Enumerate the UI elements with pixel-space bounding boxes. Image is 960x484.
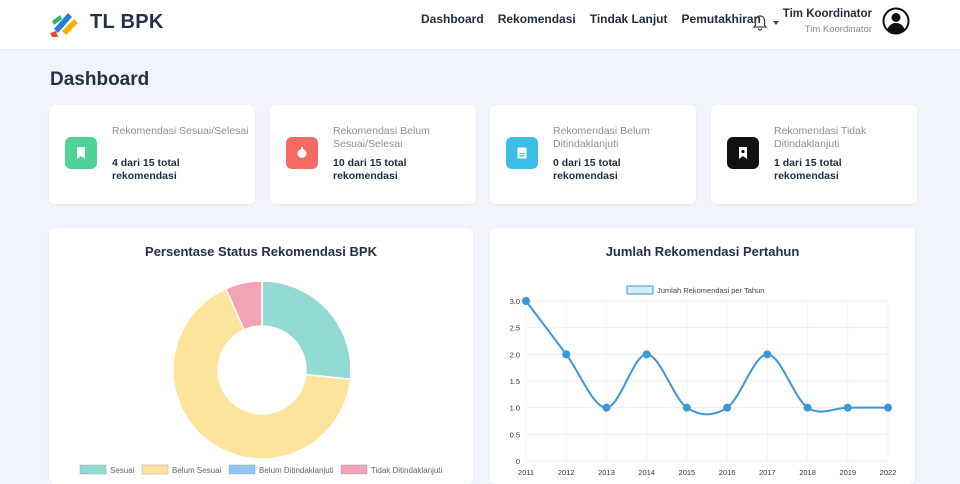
donut-slice[interactable] xyxy=(261,280,352,381)
data-point[interactable] xyxy=(642,350,651,359)
card-value: 10 dari 15 total rekomendasi xyxy=(333,157,407,182)
x-tick-label: 2018 xyxy=(799,468,816,477)
stat-card-belum-sesuai: Rekomendasi Belum Sesuai/Selesai 10 dari… xyxy=(270,105,476,204)
legend-label[interactable]: Sesuai xyxy=(110,466,135,475)
line-chart: 0 0.5 1.0 1.5 2.0 2.5 3.0 2011 2012 2013 2014 2015 2… xyxy=(510,285,897,477)
y-tick-label: 2.5 xyxy=(510,324,520,333)
y-tick-label: 1.0 xyxy=(510,404,520,413)
x-tick-label: 2014 xyxy=(638,468,655,477)
user-name: Tim Koordinator xyxy=(782,8,872,20)
legend-label[interactable]: Jumlah Rekomendasi per Tahun xyxy=(657,286,764,295)
alert-icon xyxy=(297,147,307,158)
top-navbar: TL BPK Dashboard Rekomendasi Tindak Lanj… xyxy=(0,0,960,50)
card-icon-box xyxy=(506,137,538,169)
logo-icon[interactable] xyxy=(48,9,82,39)
data-point[interactable] xyxy=(843,403,852,412)
legend-label[interactable]: Tidak Ditindaklanjuti xyxy=(371,466,443,475)
legend-swatch[interactable] xyxy=(141,464,169,475)
legend-swatch[interactable] xyxy=(340,464,368,475)
y-tick-label: 0.5 xyxy=(510,430,520,439)
x-tick-label: 2022 xyxy=(880,468,897,477)
nav-tindak-lanjut[interactable]: Tindak Lanjut xyxy=(589,12,668,26)
legend-label[interactable]: Belum Sesuai xyxy=(172,466,222,475)
page-title: Dashboard xyxy=(50,69,150,90)
card-icon-box xyxy=(727,137,759,169)
nav-rekomendasi[interactable]: Rekomendasi xyxy=(497,12,576,26)
status-chart-panel: Persentase Status Rekomendasi BPK Sesuai… xyxy=(49,228,473,484)
yearly-chart-panel: Jumlah Rekomendasi Pertahun 0 0.5 1.0 1.5 2.… xyxy=(490,228,915,484)
legend-swatch[interactable] xyxy=(79,464,107,475)
user-role: Tim Koordinator xyxy=(804,24,872,35)
x-tick-label: 2016 xyxy=(719,468,736,477)
chevron-down-icon[interactable] xyxy=(773,21,779,25)
card-label: Rekomendasi Belum Sesuai/Selesai xyxy=(333,125,430,150)
card-label: Rekomendasi Tidak Ditindaklanjuti xyxy=(774,125,867,150)
data-point[interactable] xyxy=(763,350,772,359)
data-point[interactable] xyxy=(562,350,571,359)
card-icon-box xyxy=(65,137,97,169)
card-label: Rekomendasi Belum Ditindaklanjuti xyxy=(553,125,650,150)
card-value: 0 dari 15 total rekomendasi xyxy=(553,157,621,182)
x-tick-label: 2013 xyxy=(598,468,615,477)
nav-dashboard[interactable]: Dashboard xyxy=(421,12,484,26)
x-tick-label: 2011 xyxy=(518,468,534,477)
card-label: Rekomendasi Sesuai/Selesai xyxy=(112,125,249,137)
y-tick-label: 1.5 xyxy=(510,377,520,386)
nav-pemutakhiran[interactable]: Pemutakhiran xyxy=(681,12,761,26)
donut-chart: Sesuai Belum Sesuai Belum Ditindaklanjuti T… xyxy=(79,280,443,475)
legend-swatch[interactable] xyxy=(626,285,654,295)
data-point[interactable] xyxy=(723,403,732,412)
data-point[interactable] xyxy=(522,297,530,305)
y-tick-label: 2.0 xyxy=(510,350,520,359)
x-tick-label: 2012 xyxy=(558,468,575,477)
card-icon-box xyxy=(286,137,318,169)
document-icon xyxy=(517,147,527,159)
avatar-icon[interactable] xyxy=(882,7,910,35)
data-point[interactable] xyxy=(803,403,812,412)
stat-card-sesuai: Rekomendasi Sesuai/Selesai 4 dari 15 tot… xyxy=(49,105,255,204)
stat-card-tidak-ditindaklanjuti: Rekomendasi Tidak Ditindaklanjuti 1 dari… xyxy=(711,105,917,204)
legend-swatch[interactable] xyxy=(228,464,256,475)
series-line xyxy=(525,300,888,416)
chart-title: Jumlah Rekomendasi Pertahun xyxy=(605,244,800,259)
card-value: 4 dari 15 total rekomendasi xyxy=(112,157,180,182)
data-point[interactable] xyxy=(884,403,892,412)
bell-icon[interactable] xyxy=(752,14,768,32)
donut-slice[interactable] xyxy=(172,287,352,460)
stat-card-belum-ditindaklanjuti: Rekomendasi Belum Ditindaklanjuti 0 dari… xyxy=(490,105,696,204)
bookmark-star-icon xyxy=(739,147,747,159)
x-tick-label: 2017 xyxy=(759,468,776,477)
data-point[interactable] xyxy=(602,403,611,412)
donut-slice[interactable] xyxy=(224,280,263,331)
brand-name[interactable]: TL BPK xyxy=(90,11,164,33)
chart-title: Persentase Status Rekomendasi BPK xyxy=(145,244,377,259)
data-point[interactable] xyxy=(682,403,691,412)
main-nav: Dashboard Rekomendasi Tindak Lanjut Pemu… xyxy=(421,12,761,26)
x-tick-label: 2019 xyxy=(839,468,856,477)
x-tick-label: 2015 xyxy=(679,468,696,477)
user-info[interactable]: Tim Koordinator Tim Koordinator xyxy=(783,8,872,35)
bookmark-icon xyxy=(77,147,85,159)
y-tick-label: 3.0 xyxy=(510,297,520,306)
y-tick-label: 0 xyxy=(516,457,520,466)
legend-label[interactable]: Belum Ditindaklanjuti xyxy=(259,466,334,475)
card-value: 1 dari 15 total rekomendasi xyxy=(774,157,842,182)
